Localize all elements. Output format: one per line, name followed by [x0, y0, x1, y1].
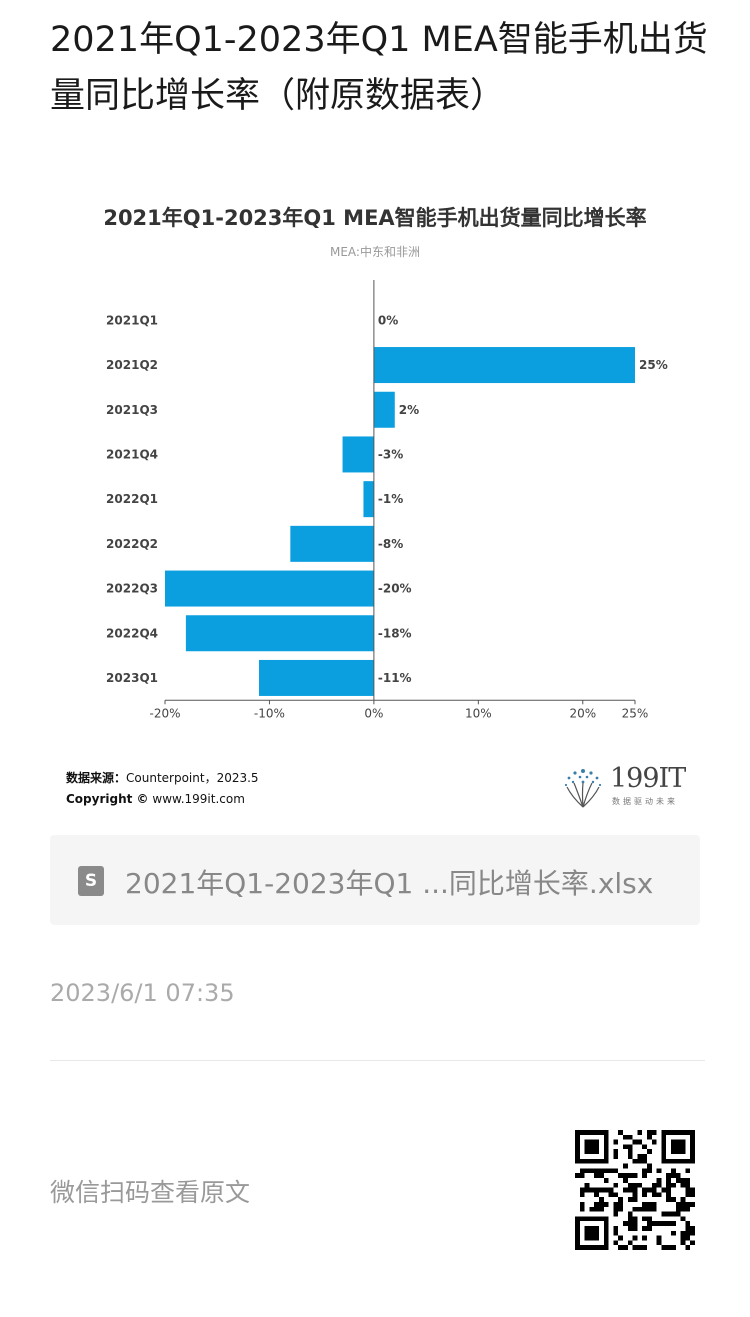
source-value: Counterpoint，2023.5 [126, 771, 259, 785]
category-label-2022Q3: 2022Q3 [106, 582, 158, 596]
source-block: 数据来源：Counterpoint，2023.5 Copyright © www… [66, 768, 259, 810]
x-tick-label: 25% [622, 706, 649, 720]
category-label-2022Q2: 2022Q2 [106, 537, 158, 551]
category-label-2022Q4: 2022Q4 [106, 626, 158, 640]
bar-2022Q4 [185, 615, 374, 652]
logo-slogan: 数据驱动未来 [612, 797, 678, 806]
brand-logo-icon [564, 769, 602, 808]
logo-text: 199IT [610, 763, 686, 794]
copyright-label: Copyright © [66, 792, 149, 806]
value-label-2022Q4: -18% [378, 626, 412, 640]
source-label: 数据来源： [66, 771, 127, 785]
qr-code-icon[interactable] [575, 1130, 695, 1250]
value-label-2021Q4: -3% [378, 447, 403, 461]
category-label-2021Q1: 2021Q1 [106, 313, 158, 327]
spreadsheet-file-icon: S [78, 866, 104, 896]
article-title: 2021年Q1-2023年Q1 MEA智能手机出货量同比增长率（附原数据表） [50, 20, 708, 116]
attachment-file-name: 2021年Q1-2023年Q1 ...同比增长率.xlsx [125, 867, 654, 900]
category-label-2023Q1: 2023Q1 [106, 671, 158, 685]
copyright-value: www.199it.com [152, 792, 245, 806]
bar-2021Q3 [373, 391, 395, 428]
category-label-2021Q2: 2021Q2 [106, 358, 158, 372]
brand-logo: 199IT 数据驱动未来 [560, 763, 700, 811]
x-tick-label: -20% [149, 706, 180, 720]
chart-figure: 2021年Q1-2023年Q1 MEA智能手机出货量同比增长率 MEA:中东和非… [50, 180, 700, 820]
value-label-2022Q2: -8% [378, 537, 403, 551]
value-label-2021Q1: 0% [378, 313, 398, 327]
divider [50, 1060, 705, 1061]
category-label-2021Q4: 2021Q4 [106, 447, 158, 461]
value-label-2023Q1: -11% [378, 671, 412, 685]
x-tick-label: 20% [569, 706, 596, 720]
bar-2021Q4 [342, 436, 374, 473]
value-label-2022Q3: -20% [378, 582, 412, 596]
bar-2023Q1 [259, 659, 374, 696]
x-tick-label: 0% [364, 706, 383, 720]
value-label-2021Q2: 25% [639, 358, 668, 372]
x-tick-label: -10% [254, 706, 285, 720]
bar-2022Q3 [165, 570, 374, 607]
wechat-scan-hint: 微信扫码查看原文 [50, 1178, 251, 1207]
value-label-2021Q3: 2% [399, 403, 419, 417]
bar-2021Q2 [373, 347, 635, 384]
chart-subtitle: MEA:中东和非洲 [330, 245, 420, 259]
category-label-2021Q3: 2021Q3 [106, 403, 158, 417]
publish-timestamp: 2023/6/1 07:35 [50, 979, 235, 1007]
bar-2022Q2 [290, 525, 374, 562]
x-tick-label: 10% [465, 706, 492, 720]
bar-chart: 2021Q1 0% 2021Q2 25% 2021Q3 2% 2021Q4 -3% 2022Q1… [106, 280, 668, 720]
attachment-file-card[interactable]: S 2021年Q1-2023年Q1 ...同比增长率.xlsx [50, 835, 700, 925]
chart-title: 2021年Q1-2023年Q1 MEA智能手机出货量同比增长率 [103, 206, 647, 230]
category-label-2022Q1: 2022Q1 [106, 492, 158, 506]
value-label-2022Q1: -1% [378, 492, 403, 506]
bar-2022Q1 [363, 481, 374, 518]
